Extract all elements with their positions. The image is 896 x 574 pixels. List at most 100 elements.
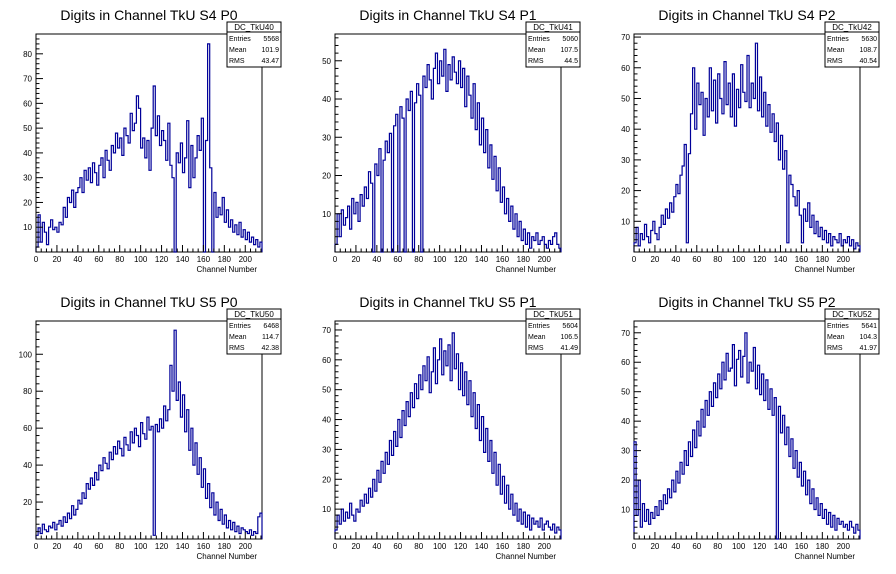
x-tick-label: 100 (134, 255, 148, 264)
stats-label: Entries (528, 323, 550, 330)
y-tick-label: 30 (322, 133, 331, 142)
y-tick-label: 30 (621, 447, 630, 456)
x-tick-label: 80 (115, 255, 124, 264)
histogram-line (35, 329, 263, 539)
plot-frame (633, 33, 861, 253)
stats-value: 44.5 (564, 58, 578, 65)
stats-value: 5641 (861, 323, 877, 330)
histogram-line (633, 332, 861, 540)
histogram-svg: Digits in Channel TkU S5 P0 0 20 40 60 80 100 1… (19, 294, 282, 561)
x-tick-label: 180 (816, 255, 830, 264)
x-tick-label: 180 (218, 255, 232, 264)
x-tick-label: 40 (73, 255, 82, 264)
y-tick-label: 50 (621, 94, 630, 103)
histogram-panel-s5-p2: Digits in Channel TkU S5 P2 0 20 40 60 80 100 1… (598, 287, 896, 574)
y-tick-label: 30 (23, 174, 32, 183)
stats-value: 42.38 (261, 345, 279, 352)
x-tick-label: 100 (732, 542, 746, 551)
histogram-panel-s5-p1: Digits in Channel TkU S5 P1 0 20 40 60 80 100 1… (299, 287, 597, 574)
stats-value: 41.97 (859, 345, 877, 352)
stats-box (824, 21, 880, 68)
x-tick-label: 60 (393, 542, 402, 551)
y-tick-label: 30 (621, 156, 630, 165)
x-axis-label: Channel Number (496, 552, 557, 561)
x-tick-label: 200 (239, 542, 253, 551)
stats-value: 5630 (861, 36, 877, 43)
histogram-line (35, 43, 263, 253)
stats-box (824, 308, 880, 355)
y-tick-label: 40 (23, 149, 32, 158)
stats-label: Mean (229, 47, 247, 54)
x-tick-label: 140 (774, 255, 788, 264)
stats-value: 107.5 (560, 47, 578, 54)
stats-label: RMS (229, 58, 245, 65)
stats-value: 104.3 (859, 334, 877, 341)
stats-label: Mean (827, 47, 845, 54)
x-tick-label: 140 (475, 542, 489, 551)
stats-value: 5060 (562, 36, 578, 43)
x-axis-label: Channel Number (795, 552, 856, 561)
y-tick-label: 60 (23, 99, 32, 108)
chart-title: Digits in Channel TkU S5 P0 (60, 294, 237, 310)
x-tick-label: 20 (650, 255, 659, 264)
x-tick-label: 200 (837, 542, 851, 551)
stats-label: RMS (528, 58, 544, 65)
y-tick-label: 80 (23, 50, 32, 59)
y-tick-label: 60 (621, 358, 630, 367)
stats-box (226, 21, 282, 68)
x-tick-label: 20 (351, 542, 360, 551)
x-tick-label: 160 (496, 255, 510, 264)
x-tick-label: 0 (34, 255, 39, 264)
stats-value: 106.5 (560, 334, 578, 341)
stats-name: DC_TkU41 (533, 23, 573, 32)
x-tick-label: 80 (713, 255, 722, 264)
x-tick-label: 80 (414, 542, 423, 551)
y-tick-label: 30 (322, 445, 331, 454)
y-tick-label: 40 (23, 461, 32, 470)
stats-label: RMS (528, 345, 544, 352)
x-tick-label: 160 (795, 255, 809, 264)
stats-label: Mean (229, 334, 247, 341)
x-tick-label: 0 (34, 542, 39, 551)
x-tick-label: 60 (393, 255, 402, 264)
x-tick-label: 0 (333, 255, 338, 264)
x-tick-label: 200 (538, 255, 552, 264)
stats-label: RMS (229, 345, 245, 352)
histogram-svg: Digits in Channel TkU S4 P0 0 20 40 60 80 100 1… (23, 7, 282, 274)
stats-name: DC_TkU51 (533, 310, 573, 319)
x-tick-label: 140 (176, 542, 190, 551)
y-tick-label: 10 (322, 505, 331, 514)
y-tick-label: 100 (19, 350, 33, 359)
stats-value: 40.54 (859, 58, 877, 65)
y-tick-label: 20 (322, 475, 331, 484)
x-tick-label: 140 (774, 542, 788, 551)
x-tick-label: 40 (372, 255, 381, 264)
chart-title: Digits in Channel TkU S5 P2 (658, 294, 835, 310)
stats-label: Entries (229, 323, 251, 330)
y-tick-label: 60 (23, 424, 32, 433)
chart-title: Digits in Channel TkU S4 P1 (359, 7, 536, 23)
stats-name: DC_TkU52 (832, 310, 872, 319)
stats-label: Entries (827, 323, 849, 330)
y-tick-label: 70 (322, 326, 331, 335)
y-tick-label: 40 (322, 95, 331, 104)
x-axis-label: Channel Number (795, 265, 856, 274)
y-tick-label: 40 (322, 416, 331, 425)
stats-value: 43.47 (261, 58, 279, 65)
chart-title: Digits in Channel TkU S5 P1 (359, 294, 536, 310)
stats-value: 5568 (263, 36, 279, 43)
stats-label: RMS (827, 345, 843, 352)
histogram-panel-s4-p2: Digits in Channel TkU S4 P2 0 20 40 60 80 100 1… (598, 0, 896, 287)
x-tick-label: 60 (692, 542, 701, 551)
histogram-line (633, 42, 861, 252)
y-tick-label: 80 (23, 387, 32, 396)
y-tick-label: 10 (322, 210, 331, 219)
x-tick-label: 80 (414, 255, 423, 264)
x-tick-label: 200 (538, 542, 552, 551)
x-tick-label: 60 (94, 542, 103, 551)
plot-frame (334, 33, 562, 253)
x-axis-label: Channel Number (496, 265, 557, 274)
y-tick-label: 10 (621, 217, 630, 226)
x-tick-label: 40 (671, 255, 680, 264)
stats-label: RMS (827, 58, 843, 65)
